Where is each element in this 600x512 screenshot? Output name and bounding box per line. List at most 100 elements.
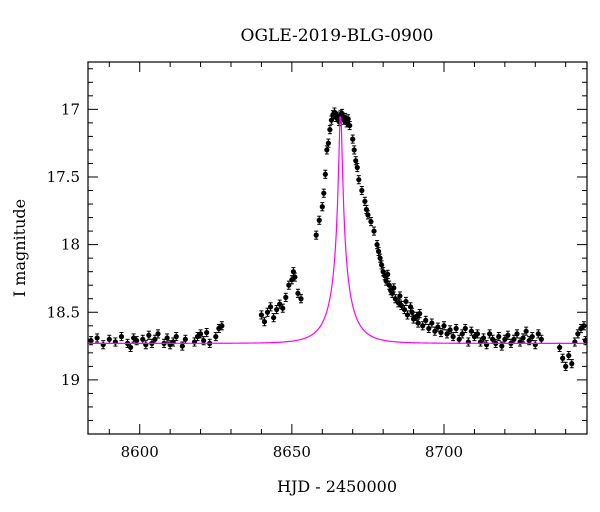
data-point [383, 278, 389, 284]
data-point [505, 332, 511, 338]
data-point [502, 336, 508, 342]
data-point [538, 336, 544, 342]
data-point [277, 301, 283, 307]
data-point [377, 255, 383, 261]
data-point [204, 329, 210, 336]
data-point [280, 305, 286, 311]
data-point [164, 335, 170, 341]
data-point [313, 232, 319, 238]
data-point [429, 320, 435, 326]
data-point [480, 335, 487, 341]
data-point [391, 285, 397, 291]
data-point [155, 331, 161, 337]
data-point [258, 312, 265, 318]
data-point [353, 158, 359, 164]
data-point [182, 336, 188, 342]
data-point [403, 298, 409, 305]
data-point [566, 352, 572, 359]
data-point [496, 334, 502, 340]
data-point [385, 271, 391, 277]
data-point [453, 325, 459, 332]
data-point [397, 293, 403, 299]
data-point [371, 228, 377, 234]
data-point [362, 198, 368, 204]
model-curve [88, 116, 587, 344]
x-tick-label: 8650 [273, 443, 311, 461]
data-point [173, 334, 179, 340]
data-point [569, 361, 575, 367]
data-point [316, 217, 322, 223]
data-point [520, 335, 526, 341]
data-point [417, 311, 423, 317]
data-point [322, 171, 328, 177]
data-point [526, 338, 532, 344]
data-point [359, 187, 365, 194]
data-point [409, 309, 415, 315]
data-point [392, 296, 398, 302]
y-tick-label: 19 [61, 371, 80, 389]
data-point [201, 338, 207, 344]
data-point [365, 212, 371, 218]
data-point [398, 302, 404, 309]
data-point [321, 190, 327, 196]
data-point [267, 304, 274, 310]
data-point [557, 344, 563, 351]
data-point [134, 338, 140, 344]
data-point [415, 320, 421, 326]
data-point [450, 334, 456, 340]
data-point [432, 328, 438, 334]
data-point [345, 116, 351, 122]
data-point [213, 334, 219, 340]
data-point [298, 296, 304, 302]
data-point [127, 344, 134, 351]
plot-area [88, 107, 587, 371]
data-point [514, 331, 520, 337]
y-tick-label: 18.5 [47, 303, 80, 321]
data-point [350, 136, 356, 142]
data-point [179, 343, 185, 349]
data-point [490, 336, 496, 342]
y-axis-label: I magnitude [10, 199, 29, 297]
data-point [197, 331, 204, 337]
data-point [324, 147, 330, 153]
data-point [106, 336, 112, 342]
data-point [499, 343, 505, 349]
data-point [292, 274, 298, 280]
data-point [523, 328, 529, 334]
data-point [261, 319, 268, 325]
x-axis-label: HJD - 2450000 [277, 477, 397, 496]
data-point [462, 325, 468, 332]
x-tick-label: 8700 [425, 443, 463, 461]
data-point [438, 329, 444, 336]
data-point [529, 334, 535, 340]
data-point [347, 122, 353, 129]
data-point [563, 363, 569, 369]
data-point [404, 312, 411, 318]
data-point [283, 294, 289, 300]
data-point [325, 140, 331, 146]
data-point [441, 323, 447, 329]
data-point [219, 323, 225, 329]
data-point [474, 331, 481, 337]
x-tick-label: 8600 [121, 443, 159, 461]
data-point [339, 110, 345, 117]
data-point [368, 219, 374, 225]
plot-frame [87, 61, 588, 435]
chart-title: OGLE-2019-BLG-0900 [241, 26, 434, 46]
data-point [560, 355, 566, 361]
data-point [375, 248, 382, 254]
axis-ticks: 8600 8650 8700 17 17.5 18 18.5 19 [47, 62, 587, 461]
data-point [351, 147, 357, 153]
data-point [374, 242, 380, 248]
data-point [379, 262, 385, 268]
data-point [444, 331, 450, 337]
data-point [447, 327, 453, 333]
data-point [319, 204, 325, 210]
y-tick-label: 18 [61, 236, 80, 254]
data-point [354, 164, 360, 171]
data-point [94, 335, 100, 341]
y-tick-label: 17 [61, 100, 80, 118]
data-point [327, 127, 333, 133]
